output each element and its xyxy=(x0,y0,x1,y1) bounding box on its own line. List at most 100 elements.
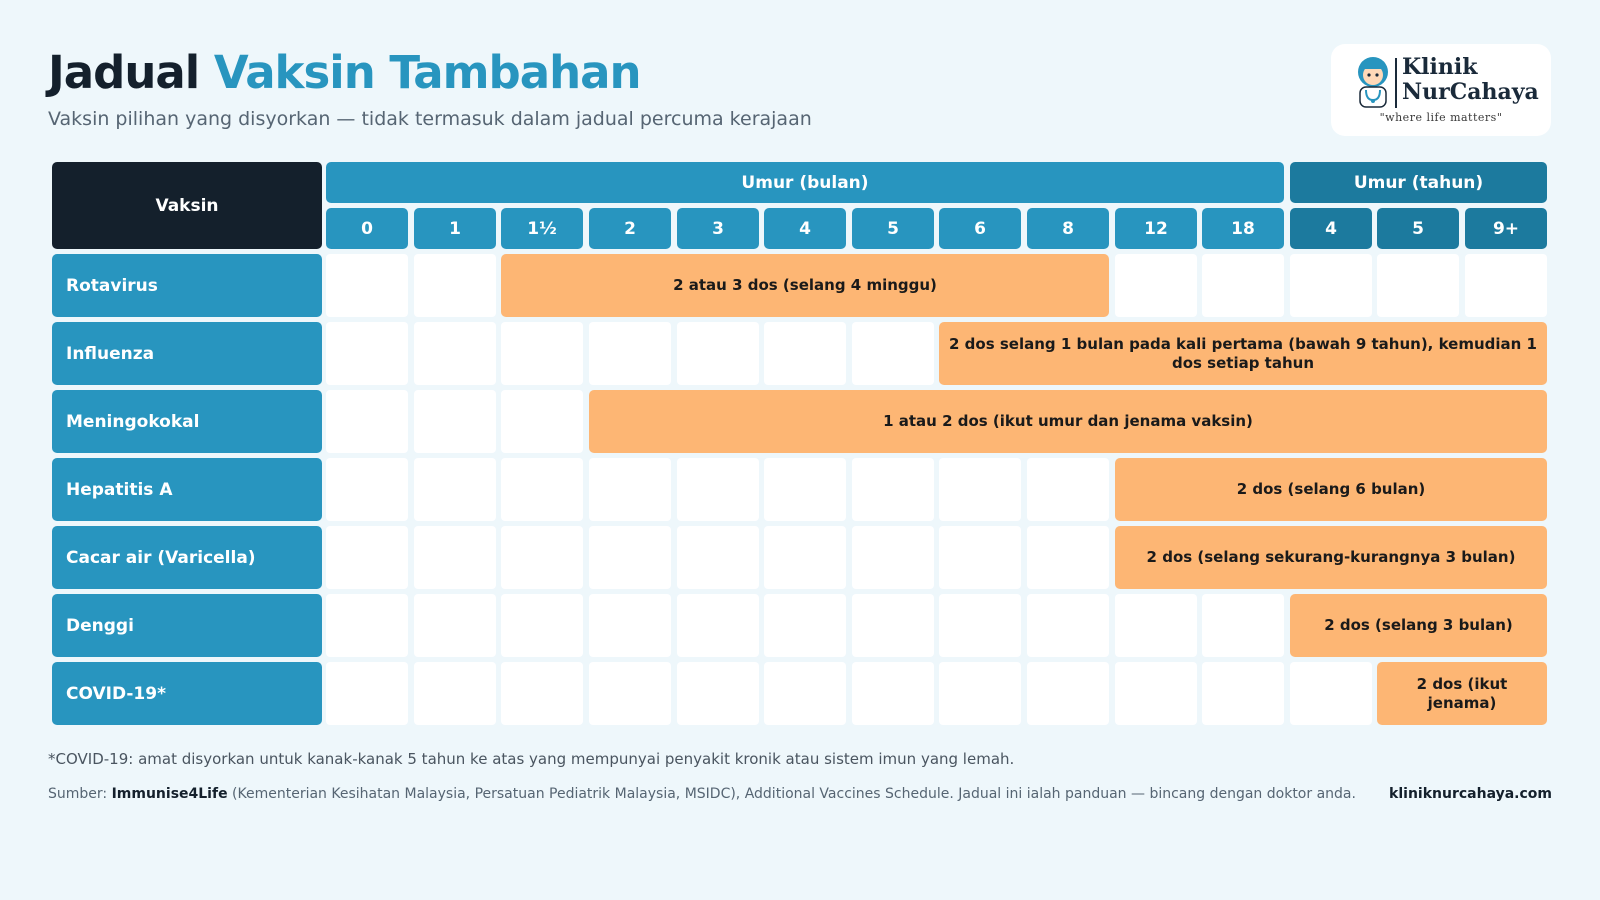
vaccine-name-cell: Denggi xyxy=(52,594,322,657)
clinic-name-line-1: Klinik xyxy=(1402,54,1478,80)
empty-schedule-cell xyxy=(852,526,934,589)
vaccine-name-cell: Hepatitis A xyxy=(52,458,322,521)
title-part-2: Vaksin Tambahan xyxy=(213,46,642,99)
vaccine-name-cell: Cacar air (Varicella) xyxy=(52,526,322,589)
age-month-cell: 2 xyxy=(589,208,671,249)
empty-schedule-cell xyxy=(1027,594,1109,657)
empty-schedule-cell xyxy=(939,526,1021,589)
empty-schedule-cell xyxy=(764,662,846,725)
empty-schedule-cell xyxy=(326,254,408,317)
empty-schedule-cell xyxy=(1027,458,1109,521)
dose-schedule-bar: 2 dos selang 1 bulan pada kali pertama (… xyxy=(939,322,1547,385)
vaccine-name-cell: Meningokokal xyxy=(52,390,322,453)
age-year-cell: 4 xyxy=(1290,208,1372,249)
empty-schedule-cell xyxy=(852,322,934,385)
empty-schedule-cell xyxy=(501,594,583,657)
empty-schedule-cell xyxy=(1202,254,1284,317)
dose-schedule-bar: 2 dos (ikut jenama) xyxy=(1377,662,1547,725)
empty-schedule-cell xyxy=(414,662,496,725)
age-month-cell: 1 xyxy=(414,208,496,249)
vaccine-name-cell: Rotavirus xyxy=(52,254,322,317)
source-note: Sumber: Immunise4Life (Kementerian Kesih… xyxy=(48,786,1356,802)
dose-schedule-bar: 2 dos (selang 6 bulan) xyxy=(1115,458,1547,521)
logo-divider xyxy=(1395,58,1397,108)
empty-schedule-cell xyxy=(326,458,408,521)
age-month-cell: 3 xyxy=(677,208,759,249)
empty-schedule-cell xyxy=(326,526,408,589)
dose-schedule-bar: 2 dos (selang 3 bulan) xyxy=(1290,594,1547,657)
doctor-mascot-icon xyxy=(1358,57,1388,108)
age-months-header: Umur (bulan) xyxy=(326,162,1284,203)
empty-schedule-cell xyxy=(1377,254,1459,317)
vaccine-column-header: Vaksin xyxy=(52,162,322,249)
empty-schedule-cell xyxy=(326,390,408,453)
vaccine-name-cell: Influenza xyxy=(52,322,322,385)
empty-schedule-cell xyxy=(414,254,496,317)
title-part-1: Jadual xyxy=(48,46,200,99)
empty-schedule-cell xyxy=(1115,594,1197,657)
empty-schedule-cell xyxy=(326,322,408,385)
empty-schedule-cell xyxy=(939,594,1021,657)
age-month-cell: 1½ xyxy=(501,208,583,249)
dose-schedule-bar: 1 atau 2 dos (ikut umur dan jenama vaksi… xyxy=(589,390,1547,453)
empty-schedule-cell xyxy=(677,662,759,725)
empty-schedule-cell xyxy=(414,594,496,657)
age-month-cell: 12 xyxy=(1115,208,1197,249)
empty-schedule-cell xyxy=(501,662,583,725)
empty-schedule-cell xyxy=(764,594,846,657)
empty-schedule-cell xyxy=(501,458,583,521)
empty-schedule-cell xyxy=(1290,662,1372,725)
clinic-tagline: "where life matters" xyxy=(1379,111,1503,124)
empty-schedule-cell xyxy=(1027,662,1109,725)
source-label: Sumber: xyxy=(48,786,108,802)
empty-schedule-cell xyxy=(1465,254,1547,317)
empty-schedule-cell xyxy=(326,662,408,725)
empty-schedule-cell xyxy=(414,526,496,589)
empty-schedule-cell xyxy=(764,526,846,589)
empty-schedule-cell xyxy=(939,458,1021,521)
empty-schedule-cell xyxy=(852,662,934,725)
source-text: (Kementerian Kesihatan Malaysia, Persatu… xyxy=(232,786,1356,802)
empty-schedule-cell xyxy=(1202,594,1284,657)
page-subtitle: Vaksin pilihan yang disyorkan — tidak te… xyxy=(48,108,812,130)
empty-schedule-cell xyxy=(501,390,583,453)
empty-schedule-cell xyxy=(677,526,759,589)
empty-schedule-cell xyxy=(677,594,759,657)
empty-schedule-cell xyxy=(326,594,408,657)
clinic-name-line-2: NurCahaya xyxy=(1402,79,1539,105)
empty-schedule-cell xyxy=(1115,254,1197,317)
empty-schedule-cell xyxy=(501,322,583,385)
age-month-cell: 6 xyxy=(939,208,1021,249)
empty-schedule-cell xyxy=(677,458,759,521)
empty-schedule-cell xyxy=(852,458,934,521)
empty-schedule-cell xyxy=(589,662,671,725)
age-month-cell: 8 xyxy=(1027,208,1109,249)
empty-schedule-cell xyxy=(589,594,671,657)
dose-schedule-bar: 2 dos (selang sekurang-kurangnya 3 bulan… xyxy=(1115,526,1547,589)
empty-schedule-cell xyxy=(1115,662,1197,725)
empty-schedule-cell xyxy=(764,458,846,521)
empty-schedule-cell xyxy=(852,594,934,657)
empty-schedule-cell xyxy=(414,322,496,385)
empty-schedule-cell xyxy=(764,322,846,385)
empty-schedule-cell xyxy=(589,526,671,589)
empty-schedule-cell xyxy=(414,390,496,453)
age-month-cell: 4 xyxy=(764,208,846,249)
age-month-cell: 18 xyxy=(1202,208,1284,249)
empty-schedule-cell xyxy=(677,322,759,385)
age-year-cell: 5 xyxy=(1377,208,1459,249)
empty-schedule-cell xyxy=(414,458,496,521)
covid-footnote: *COVID-19: amat disyorkan untuk kanak-ka… xyxy=(48,750,1015,768)
age-month-cell: 0 xyxy=(326,208,408,249)
empty-schedule-cell xyxy=(1290,254,1372,317)
empty-schedule-cell xyxy=(1027,526,1109,589)
vaccine-name-cell: COVID-19* xyxy=(52,662,322,725)
page-title: Jadual Vaksin Tambahan xyxy=(48,46,642,99)
clinic-name: Klinik NurCahaya xyxy=(1402,55,1539,105)
age-year-cell: 9+ xyxy=(1465,208,1547,249)
empty-schedule-cell xyxy=(939,662,1021,725)
source-name: Immunise4Life xyxy=(111,786,228,802)
empty-schedule-cell xyxy=(589,322,671,385)
website-url: kliniknurcahaya.com xyxy=(1389,786,1552,802)
